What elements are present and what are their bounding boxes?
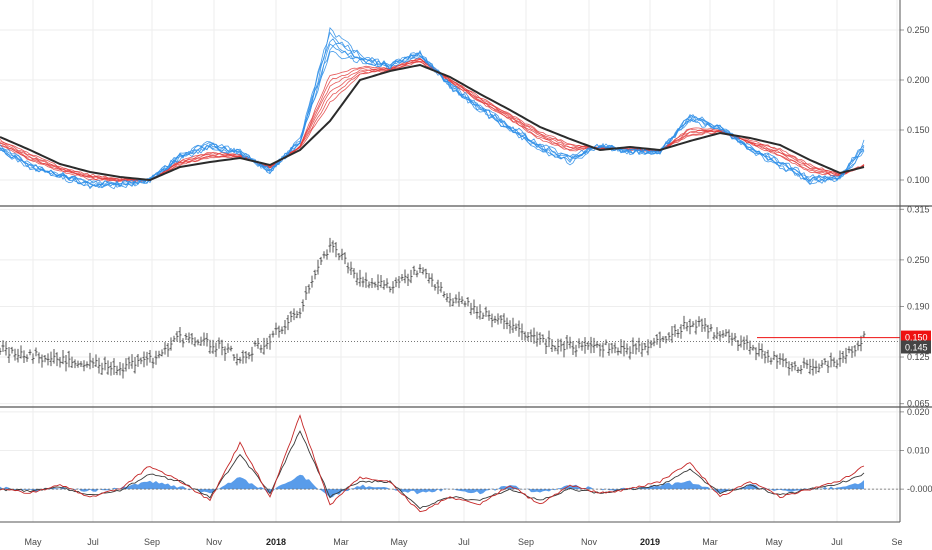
price-scale[interactable]: 0.250 0.200 0.150 0.100 0.315 0.250 0.190 0.125…: [899, 0, 932, 522]
time-tick-label: 2018: [266, 537, 286, 547]
price-tick-label: 0.250: [907, 25, 930, 35]
time-tick-label: Jul: [458, 537, 470, 547]
price-tick-label: 0.100: [907, 175, 930, 185]
price-tick-label: 0.150: [907, 125, 930, 135]
time-tick-label: Sep: [144, 537, 160, 547]
last-price-label: 0.150: [905, 333, 928, 343]
price-tick-label: 0.250: [907, 255, 930, 265]
price-tick-label: 0.190: [907, 302, 930, 312]
last-price-badge[interactable]: [901, 330, 931, 344]
fast-ribbon-line: [0, 50, 865, 188]
time-tick-label: May: [390, 537, 408, 547]
time-tick-label: 2019: [640, 537, 660, 547]
macd-line: [0, 414, 865, 513]
price-tick-label: 0.125: [907, 352, 930, 362]
macd-histogram: [0, 474, 864, 498]
prev-close-badge[interactable]: [901, 340, 931, 354]
time-tick-label: Nov: [581, 537, 598, 547]
macd-signal-line: [0, 430, 865, 510]
grid-lines: [0, 0, 900, 522]
price-tick-label: 0.065: [907, 399, 930, 409]
time-tick-label: Jul: [831, 537, 843, 547]
panel-separators: [0, 205, 932, 408]
prev-close-label: 0.145: [905, 342, 928, 352]
time-tick-label: May: [765, 537, 783, 547]
price-tick-label: 0.315: [907, 204, 930, 214]
time-tick-label: Sep: [518, 537, 534, 547]
time-tick-label: Nov: [206, 537, 223, 547]
macd-panel[interactable]: [0, 414, 900, 513]
price-tick-label: 0.010: [907, 446, 930, 456]
time-tick-label: Mar: [702, 537, 718, 547]
price-panel[interactable]: [0, 237, 900, 379]
time-tick-label: Mar: [333, 537, 349, 547]
time-tick-label: May: [24, 537, 42, 547]
price-tick-label: -0.000: [907, 484, 932, 494]
time-scale[interactable]: May Jul Sep Nov 2018 Mar May Jul Sep Nov 2019 Mar Ma…: [0, 521, 903, 547]
time-tick-label: Jul: [87, 537, 99, 547]
price-tick-label: 0.200: [907, 75, 930, 85]
ma-ribbon-panel[interactable]: [0, 27, 865, 190]
time-tick-label: Se: [891, 537, 902, 547]
price-tick-label: 0.020: [907, 407, 930, 417]
slow-moving-average-line: [0, 63, 865, 182]
